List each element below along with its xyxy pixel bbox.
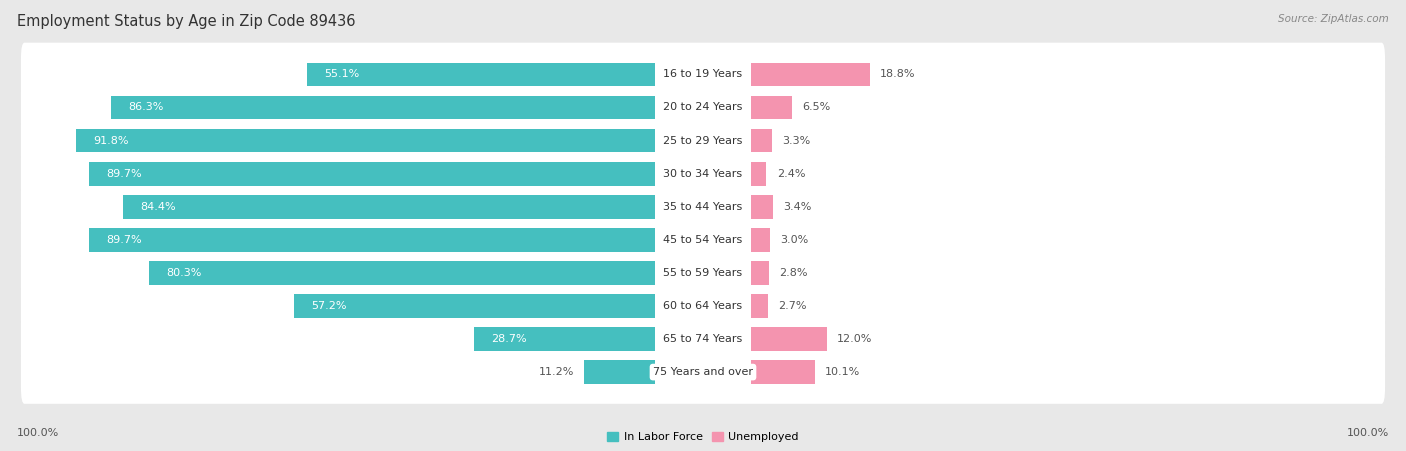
Text: 30 to 34 Years: 30 to 34 Years xyxy=(664,169,742,179)
Text: 89.7%: 89.7% xyxy=(107,169,142,179)
Bar xyxy=(474,327,655,351)
Text: 12.0%: 12.0% xyxy=(837,334,873,344)
FancyBboxPatch shape xyxy=(21,142,1385,205)
FancyBboxPatch shape xyxy=(21,307,1385,371)
Text: 89.7%: 89.7% xyxy=(107,235,142,245)
Text: 91.8%: 91.8% xyxy=(93,136,129,146)
Text: 10.1%: 10.1% xyxy=(825,367,860,377)
Text: 57.2%: 57.2% xyxy=(311,301,347,311)
Bar xyxy=(111,96,655,120)
Legend: In Labor Force, Unemployed: In Labor Force, Unemployed xyxy=(603,428,803,447)
Bar xyxy=(90,228,655,252)
Text: 100.0%: 100.0% xyxy=(1347,428,1389,438)
Text: 11.2%: 11.2% xyxy=(538,367,574,377)
Bar xyxy=(751,261,769,285)
Text: Employment Status by Age in Zip Code 89436: Employment Status by Age in Zip Code 894… xyxy=(17,14,356,28)
Text: 75 Years and over: 75 Years and over xyxy=(652,367,754,377)
Text: 35 to 44 Years: 35 to 44 Years xyxy=(664,202,742,212)
Bar xyxy=(308,63,655,86)
Text: 25 to 29 Years: 25 to 29 Years xyxy=(664,136,742,146)
Bar xyxy=(751,327,827,351)
Text: 86.3%: 86.3% xyxy=(128,102,163,112)
FancyBboxPatch shape xyxy=(21,175,1385,239)
Text: 6.5%: 6.5% xyxy=(803,102,831,112)
Text: 84.4%: 84.4% xyxy=(141,202,176,212)
Text: 16 to 19 Years: 16 to 19 Years xyxy=(664,69,742,79)
Text: 55 to 59 Years: 55 to 59 Years xyxy=(664,268,742,278)
Text: 3.3%: 3.3% xyxy=(782,136,811,146)
Text: 3.0%: 3.0% xyxy=(780,235,808,245)
Text: 2.7%: 2.7% xyxy=(779,301,807,311)
Bar xyxy=(751,162,766,185)
Bar xyxy=(751,96,792,120)
Bar xyxy=(751,63,870,86)
Text: 65 to 74 Years: 65 to 74 Years xyxy=(664,334,742,344)
Bar xyxy=(583,360,655,384)
Text: 3.4%: 3.4% xyxy=(783,202,811,212)
Text: 20 to 24 Years: 20 to 24 Years xyxy=(664,102,742,112)
Text: 18.8%: 18.8% xyxy=(880,69,915,79)
Text: 60 to 64 Years: 60 to 64 Years xyxy=(664,301,742,311)
FancyBboxPatch shape xyxy=(21,43,1385,106)
Bar xyxy=(122,195,655,219)
Bar xyxy=(751,294,768,318)
FancyBboxPatch shape xyxy=(21,274,1385,338)
FancyBboxPatch shape xyxy=(21,109,1385,172)
Bar xyxy=(90,162,655,185)
FancyBboxPatch shape xyxy=(21,241,1385,304)
Text: 2.8%: 2.8% xyxy=(779,268,807,278)
Bar xyxy=(751,195,773,219)
Text: 45 to 54 Years: 45 to 54 Years xyxy=(664,235,742,245)
Text: 100.0%: 100.0% xyxy=(17,428,59,438)
Text: 55.1%: 55.1% xyxy=(325,69,360,79)
Text: 2.4%: 2.4% xyxy=(776,169,806,179)
Bar xyxy=(294,294,655,318)
Bar xyxy=(149,261,655,285)
Bar xyxy=(751,129,772,152)
FancyBboxPatch shape xyxy=(21,341,1385,404)
Bar xyxy=(751,360,815,384)
FancyBboxPatch shape xyxy=(21,208,1385,272)
FancyBboxPatch shape xyxy=(21,76,1385,139)
Bar xyxy=(76,129,655,152)
Text: Source: ZipAtlas.com: Source: ZipAtlas.com xyxy=(1278,14,1389,23)
Text: 28.7%: 28.7% xyxy=(491,334,527,344)
Text: 80.3%: 80.3% xyxy=(166,268,201,278)
Bar xyxy=(751,228,770,252)
